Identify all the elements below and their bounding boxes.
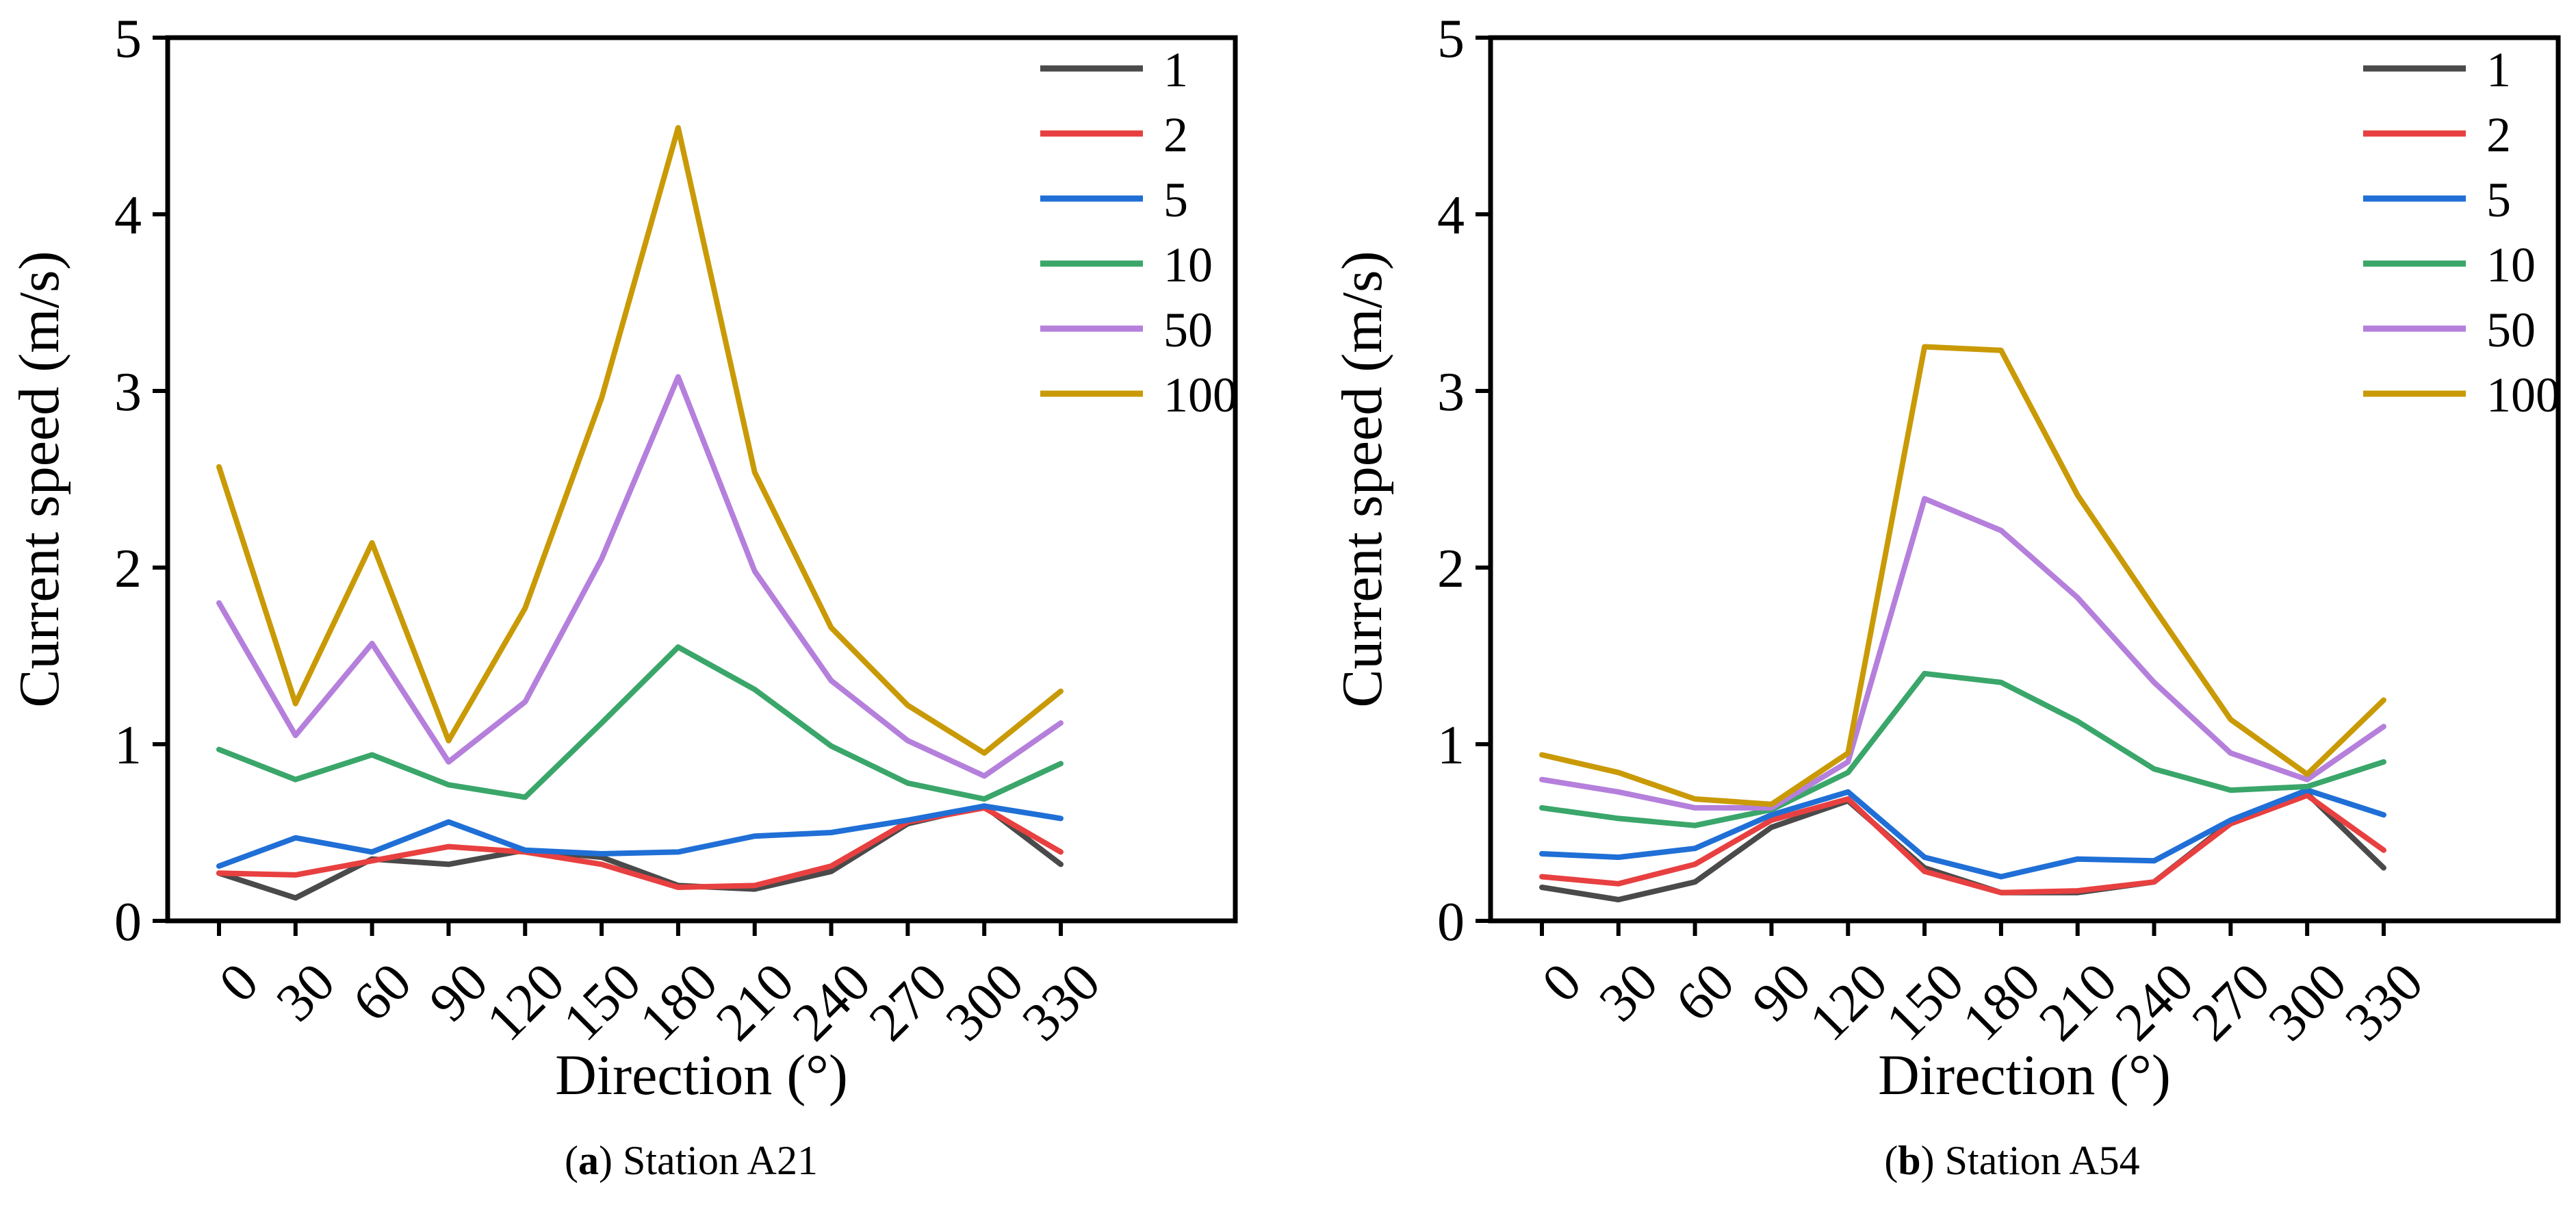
x-tick-label: 0 [208, 952, 270, 1014]
legend-label-5: 5 [1163, 173, 1188, 227]
y-tick-label: 0 [1437, 892, 1465, 952]
plot-frame [165, 35, 1238, 924]
caption-letter: b [1898, 1138, 1921, 1183]
series-line-5 [216, 803, 1064, 869]
series-line-2 [1539, 792, 2386, 896]
chart-station-a54: 0123450306090120150180210240270300330Dir… [1330, 9, 2561, 1107]
x-tick-label: 330 [1011, 952, 1111, 1052]
y-axis-title: Current speed (m/s) [1330, 251, 1394, 707]
legend-label-10: 10 [2486, 238, 2536, 292]
caption-station-a54: (b) Station A54 [1884, 1138, 2140, 1183]
chart-station-a21: 0123450306090120150180210240270300330Dir… [8, 9, 1238, 1107]
y-tick-label: 3 [1437, 362, 1465, 422]
legend-label-50: 50 [2486, 303, 2536, 357]
legend-label-2: 2 [1163, 107, 1188, 162]
x-axis-title: Direction (°) [1878, 1043, 2171, 1107]
series-line-5 [1539, 787, 2386, 880]
y-tick-label: 2 [1437, 539, 1465, 599]
legend-label-100: 100 [1163, 368, 1237, 422]
series-line-50 [216, 374, 1064, 779]
x-tick-label: 330 [2334, 952, 2434, 1052]
caption-station-a21: (a) Station A21 [565, 1138, 818, 1183]
series-line-100 [1539, 344, 2386, 807]
legend-label-2: 2 [2486, 107, 2511, 162]
series-line-10 [1539, 670, 2386, 828]
y-tick-label: 0 [114, 892, 142, 952]
x-tick-label: 60 [1664, 952, 1746, 1033]
y-tick-label: 4 [1437, 186, 1465, 246]
x-axis-title: Direction (°) [555, 1043, 848, 1107]
x-tick-label: 30 [265, 952, 346, 1033]
plot-frame [1488, 35, 2561, 924]
y-tick-label: 4 [114, 186, 142, 246]
legend-label-10: 10 [1163, 238, 1213, 292]
legend-label-100: 100 [2486, 368, 2560, 422]
x-tick-label: 30 [1588, 952, 1669, 1033]
legend-label-5: 5 [2486, 173, 2511, 227]
y-tick-label: 1 [114, 715, 142, 776]
y-tick-label: 5 [114, 9, 142, 69]
series-line-100 [216, 125, 1064, 756]
legend-label-50: 50 [1163, 303, 1213, 357]
x-tick-label: 60 [342, 952, 423, 1033]
series-line-10 [216, 644, 1064, 802]
caption-text: Station A21 [612, 1138, 818, 1183]
y-tick-label: 5 [1437, 9, 1465, 69]
caption-text: Station A54 [1934, 1138, 2140, 1183]
y-axis-title: Current speed (m/s) [8, 251, 71, 707]
x-tick-label: 0 [1531, 952, 1593, 1014]
caption-letter: a [578, 1138, 599, 1183]
series-line-50 [1539, 496, 2386, 811]
y-tick-label: 1 [1437, 715, 1465, 776]
legend-label-1: 1 [2486, 42, 2511, 97]
y-tick-label: 2 [114, 539, 142, 599]
y-tick-label: 3 [114, 362, 142, 422]
legend-label-1: 1 [1163, 42, 1188, 97]
